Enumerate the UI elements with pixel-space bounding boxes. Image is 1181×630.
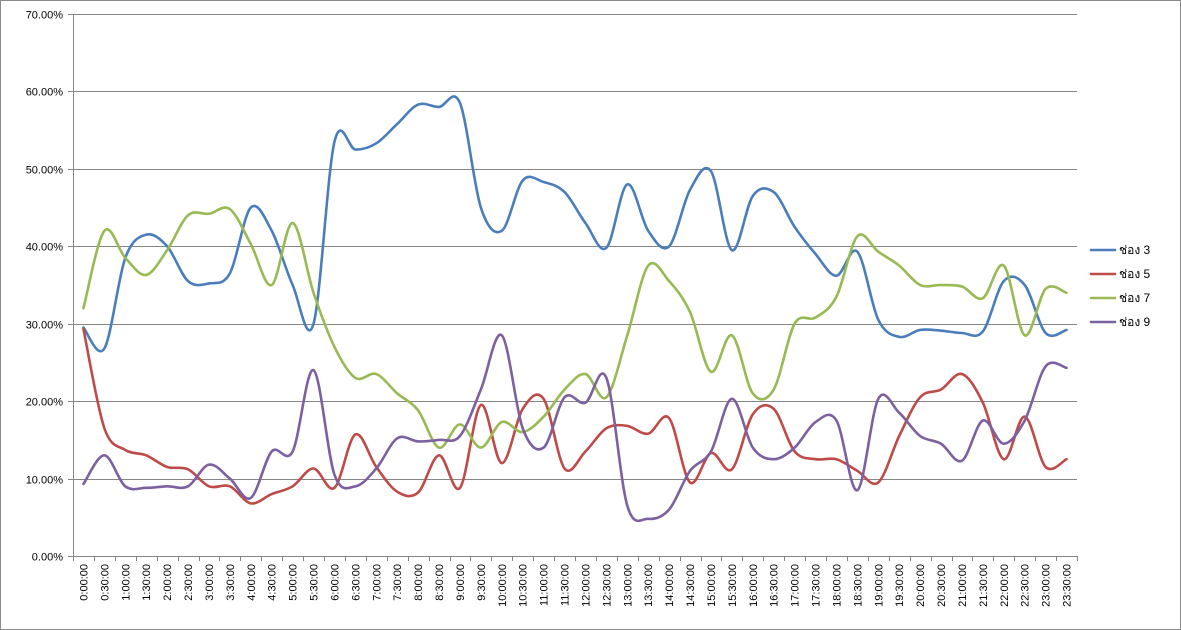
x-tick-label: 16:30:00 xyxy=(769,564,781,607)
series-line-3 xyxy=(82,206,1068,449)
x-tick-label: 19:00:00 xyxy=(873,564,885,607)
x-tick-label: 2:00:00 xyxy=(162,564,174,601)
y-tick-label: 60.00% xyxy=(26,87,64,99)
gridlines xyxy=(73,14,1077,480)
x-tick-label: 2:30:00 xyxy=(183,564,195,601)
x-tick-label: 22:00:00 xyxy=(999,564,1011,607)
x-tick-label: 18:00:00 xyxy=(831,564,843,607)
x-tick-label: 10:30:00 xyxy=(518,564,530,607)
x-tick-label: 13:00:00 xyxy=(622,564,634,607)
x-tick-label: 6:30:00 xyxy=(350,564,362,601)
x-tick-label: 1:30:00 xyxy=(141,564,153,601)
x-tick-label: 15:30:00 xyxy=(727,564,739,607)
y-axis-tick-labels: 0.00% 10.00% 20.00% 30.00% 40.00% 50.00% 60.00… xyxy=(26,10,64,564)
x-tick-label: 21:30:00 xyxy=(978,564,990,607)
x-tick-label: 14:00:00 xyxy=(664,564,676,607)
series-line-4 xyxy=(82,333,1068,523)
x-tick-label: 8:30:00 xyxy=(434,564,446,601)
y-tick-label: 20.00% xyxy=(26,397,64,409)
series-line-2 xyxy=(82,327,1068,505)
x-tick-label: 8:00:00 xyxy=(413,564,425,601)
x-tick-label: 5:00:00 xyxy=(288,564,300,601)
x-axis-tick-labels: 0:00:00 0:30:00 1:00:00 1:30:00 2:00:00 2:30:… xyxy=(78,564,1073,607)
x-tick-label: 23:30:00 xyxy=(1062,564,1074,607)
x-tick-label: 4:00:00 xyxy=(246,564,258,601)
y-tick-label: 40.00% xyxy=(26,242,64,254)
x-tick-label: 6:00:00 xyxy=(329,564,341,601)
x-tick-label: 17:30:00 xyxy=(811,564,823,607)
x-tick-label: 9:30:00 xyxy=(476,564,488,601)
x-tick-label: 11:30:00 xyxy=(560,564,572,606)
x-tick-label: 4:30:00 xyxy=(267,564,279,601)
x-tick-label: 3:00:00 xyxy=(204,564,216,601)
x-tick-label: 15:00:00 xyxy=(706,564,718,607)
x-tick-label: 7:30:00 xyxy=(392,564,404,601)
y-tick-label: 30.00% xyxy=(26,320,64,332)
x-tick-label: 21:00:00 xyxy=(957,564,969,607)
x-tick-label: 5:30:00 xyxy=(309,564,321,601)
x-tick-label: 0:00:00 xyxy=(78,564,90,601)
legend-label-4: ช่อง 9 xyxy=(1119,315,1151,329)
x-tick-label: 14:30:00 xyxy=(685,564,697,607)
legend-label-3: ช่อง 7 xyxy=(1119,291,1151,305)
x-tick-label: 13:30:00 xyxy=(643,564,655,607)
x-tick-label: 9:00:00 xyxy=(455,564,467,601)
x-tick-label: 10:00:00 xyxy=(497,564,509,607)
y-tick-label: 70.00% xyxy=(26,10,64,22)
axes xyxy=(68,14,1078,561)
x-tick-label: 22:30:00 xyxy=(1020,564,1032,607)
y-tick-label: 0.00% xyxy=(32,552,63,564)
x-tick-label: 11:00:00 xyxy=(539,564,551,606)
x-tick-label: 7:00:00 xyxy=(371,564,383,601)
x-tick-label: 23:00:00 xyxy=(1041,564,1053,607)
x-tick-label: 12:00:00 xyxy=(580,564,592,607)
series-line-1 xyxy=(82,95,1068,353)
legend-label-2: ช่อง 5 xyxy=(1119,267,1151,281)
legend-label-1: ช่อง 3 xyxy=(1119,243,1151,257)
x-tick-label: 16:00:00 xyxy=(748,564,760,607)
x-tick-label: 19:30:00 xyxy=(894,564,906,607)
series-lines xyxy=(82,95,1068,523)
legend: ช่อง 3 ช่อง 5 ช่อง 7 ช่อง 9 xyxy=(1089,243,1151,329)
x-tick-label: 20:00:00 xyxy=(915,564,927,607)
y-tick-label: 10.00% xyxy=(26,475,64,487)
x-tick-label: 3:30:00 xyxy=(225,564,237,601)
y-tick-label: 50.00% xyxy=(26,165,64,177)
x-tick-label: 0:30:00 xyxy=(99,564,111,601)
x-tick-label: 20:30:00 xyxy=(936,564,948,607)
x-tick-label: 12:30:00 xyxy=(601,564,613,607)
x-tick-label: 18:30:00 xyxy=(852,564,864,607)
x-tick-label: 1:00:00 xyxy=(120,564,132,601)
x-tick-label: 17:00:00 xyxy=(790,564,802,607)
